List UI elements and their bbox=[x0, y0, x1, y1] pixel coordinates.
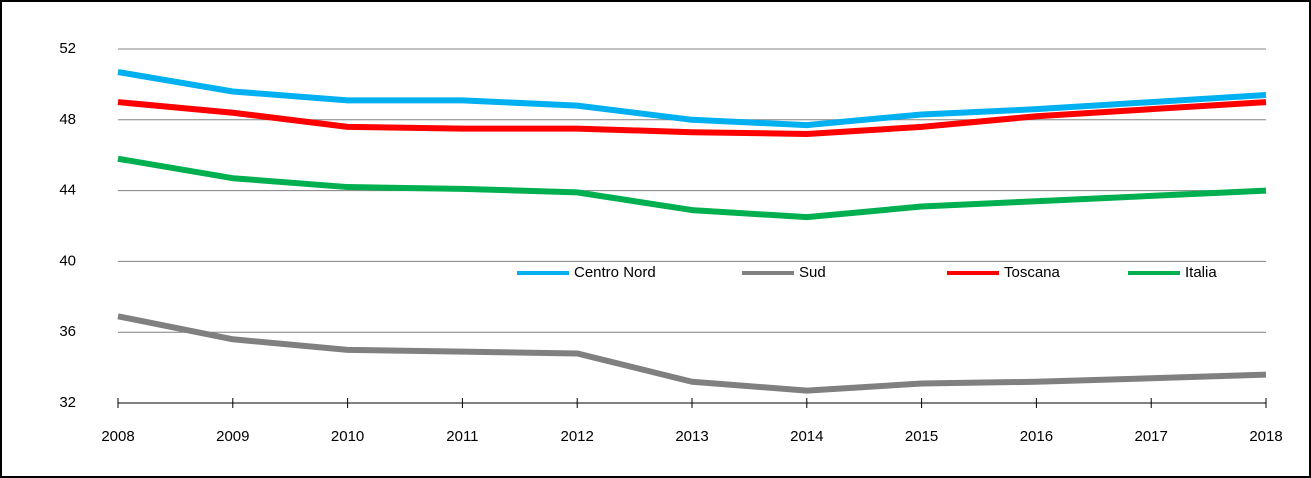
series-line bbox=[117, 69, 1267, 129]
y-tick-label: 48 bbox=[59, 111, 76, 128]
x-tick-label: 2009 bbox=[216, 428, 249, 445]
legend-label: Sud bbox=[799, 264, 826, 281]
series-line bbox=[117, 313, 1267, 394]
y-tick-label: 44 bbox=[59, 182, 76, 199]
x-tick-label: 2016 bbox=[1020, 428, 1053, 445]
x-tick-label: 2012 bbox=[561, 428, 594, 445]
x-tick-label: 2011 bbox=[446, 428, 478, 445]
x-tick-label: 2010 bbox=[331, 428, 364, 445]
x-tick-label: 2008 bbox=[101, 428, 134, 445]
x-tick-label: 2015 bbox=[905, 428, 938, 445]
y-tick-label: 40 bbox=[59, 252, 76, 269]
x-tick-label: 2013 bbox=[675, 428, 708, 445]
legend-label: Centro Nord bbox=[574, 264, 656, 281]
y-tick-label: 36 bbox=[59, 323, 76, 340]
y-tick-label: 32 bbox=[59, 394, 76, 411]
x-tick-label: 2018 bbox=[1249, 428, 1282, 445]
x-tick-label: 2017 bbox=[1135, 428, 1168, 445]
legend-label: Italia bbox=[1185, 264, 1217, 281]
legend-label: Toscana bbox=[1004, 264, 1061, 281]
y-tick-label: 52 bbox=[59, 40, 76, 57]
series-line bbox=[117, 99, 1267, 137]
series-line bbox=[117, 155, 1267, 221]
x-tick-label: 2014 bbox=[790, 428, 823, 445]
